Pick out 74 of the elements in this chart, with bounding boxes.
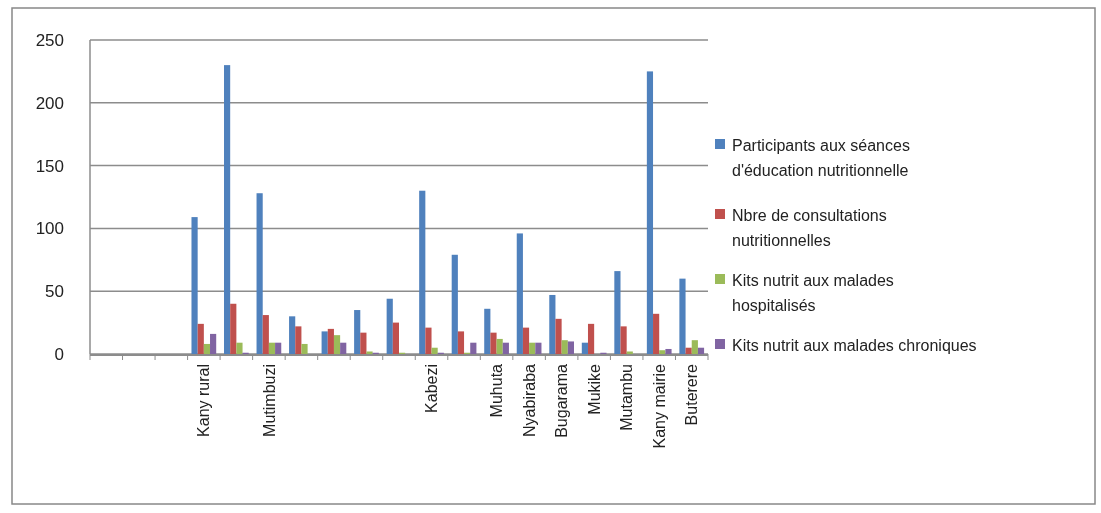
y-tick-label: 0 bbox=[54, 344, 64, 364]
legend-label: Kits nutrit aux malades hospitalisés bbox=[732, 271, 894, 315]
bar bbox=[268, 342, 276, 354]
bar bbox=[697, 347, 705, 354]
bar bbox=[470, 342, 477, 354]
bar bbox=[555, 318, 562, 354]
bar bbox=[289, 316, 296, 354]
bar bbox=[502, 342, 509, 354]
bar bbox=[496, 338, 503, 354]
x-tick-label: Kabezi bbox=[423, 364, 441, 413]
bar bbox=[366, 351, 373, 354]
x-tick-label: Kany mairie bbox=[650, 363, 668, 449]
bar bbox=[203, 343, 211, 354]
bar bbox=[516, 233, 523, 354]
y-tick-label: 200 bbox=[35, 93, 64, 113]
bar bbox=[210, 333, 217, 354]
y-tick-label: 250 bbox=[35, 30, 64, 50]
bar bbox=[301, 343, 308, 354]
bar bbox=[581, 342, 588, 354]
bar bbox=[529, 342, 536, 354]
bar bbox=[321, 331, 328, 354]
legend-label: Nbre de consultations nutritionnelles bbox=[732, 206, 887, 250]
bar bbox=[665, 348, 672, 354]
x-tick-label: Mukike bbox=[585, 363, 603, 415]
bar bbox=[236, 342, 243, 354]
bar bbox=[587, 323, 595, 354]
legend-label: Participants aux séances d'éducation nutritionnelle bbox=[732, 136, 910, 180]
bar bbox=[567, 341, 574, 354]
bar bbox=[614, 271, 621, 354]
bar bbox=[386, 298, 393, 354]
bar bbox=[419, 190, 426, 354]
bar bbox=[484, 308, 491, 354]
bar bbox=[626, 351, 633, 354]
bar bbox=[561, 340, 568, 354]
y-tick-label: 150 bbox=[35, 156, 64, 176]
bar bbox=[457, 331, 465, 354]
bar bbox=[262, 315, 269, 354]
y-tick-label: 100 bbox=[35, 219, 64, 239]
bar bbox=[659, 350, 666, 354]
bar bbox=[490, 332, 497, 354]
bar bbox=[620, 326, 627, 354]
bar bbox=[224, 65, 231, 354]
bar bbox=[431, 347, 438, 354]
legend-label: Kits nutrit aux malades chroniques bbox=[732, 336, 977, 354]
bar bbox=[295, 326, 302, 354]
bar bbox=[354, 310, 361, 354]
bar bbox=[679, 278, 686, 354]
bar bbox=[333, 335, 341, 354]
y-tick-label: 50 bbox=[45, 282, 64, 302]
bar bbox=[646, 71, 654, 354]
bar bbox=[360, 332, 367, 354]
bar bbox=[191, 217, 198, 354]
bar bbox=[256, 193, 263, 354]
x-tick-label: Muhuta bbox=[488, 363, 506, 418]
bar bbox=[340, 342, 347, 354]
bar bbox=[197, 323, 204, 354]
bar bbox=[653, 313, 660, 354]
bar bbox=[535, 342, 542, 354]
bar bbox=[549, 294, 556, 354]
bar bbox=[327, 328, 334, 354]
x-tick-label: Mutambu bbox=[618, 364, 636, 431]
bar bbox=[230, 303, 237, 354]
bar bbox=[522, 327, 530, 354]
bar bbox=[275, 342, 282, 354]
x-tick-label: Kany rural bbox=[195, 364, 213, 437]
x-tick-label: Buterere bbox=[683, 363, 701, 426]
bar bbox=[425, 327, 432, 354]
bar bbox=[451, 254, 458, 354]
x-tick-label: Mutimbuzi bbox=[260, 364, 278, 437]
bar bbox=[691, 340, 698, 354]
x-tick-label: Nyabiraba bbox=[520, 363, 538, 437]
x-tick-label: Bugarama bbox=[553, 363, 571, 438]
bar bbox=[685, 347, 692, 354]
bar bbox=[392, 322, 399, 354]
